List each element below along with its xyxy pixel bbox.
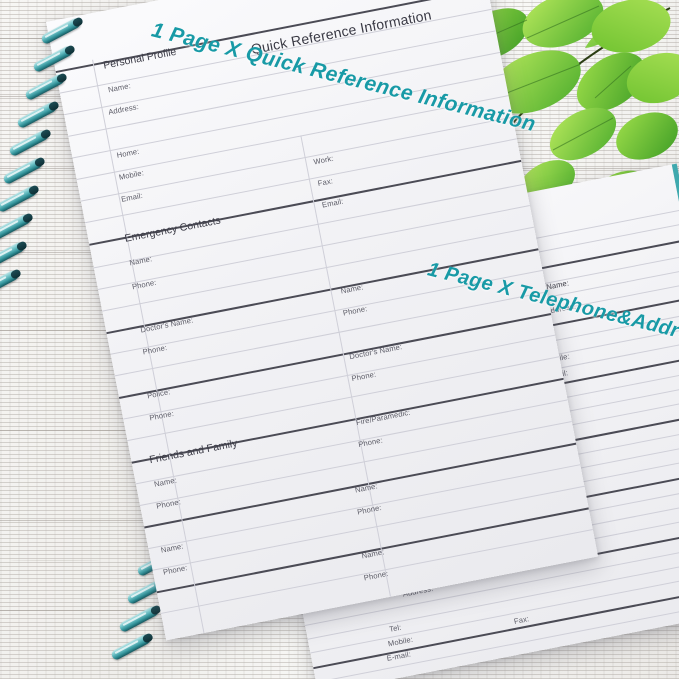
column-divider-right	[300, 135, 392, 597]
